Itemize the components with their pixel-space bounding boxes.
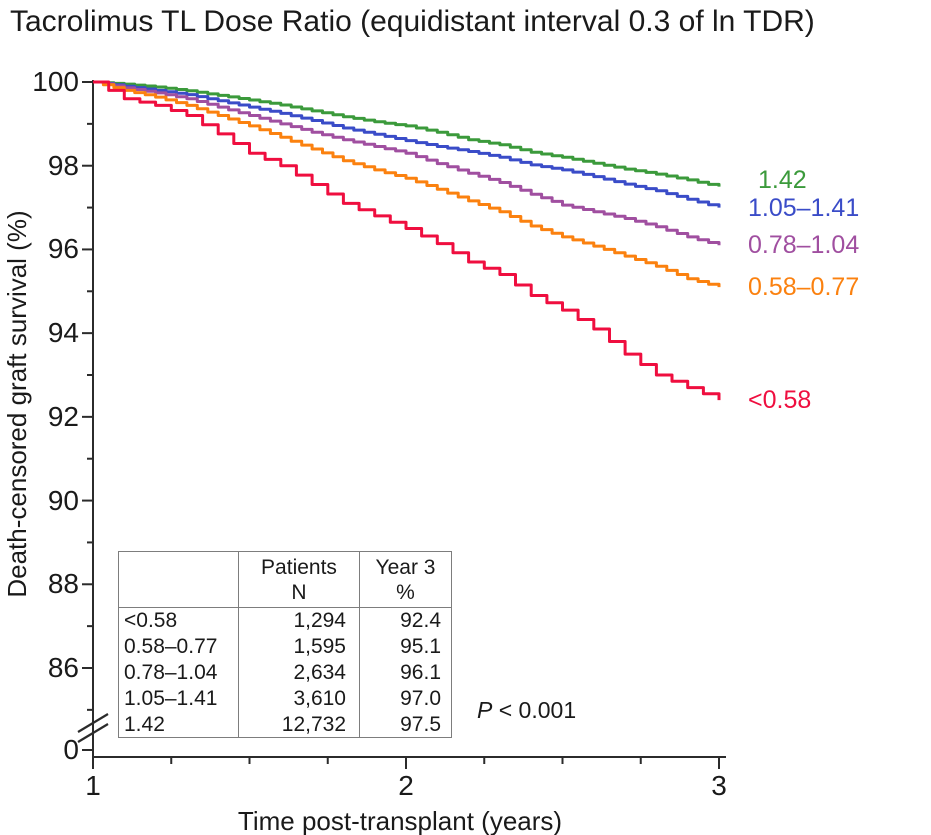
risk-table-header: Patients N: [238, 552, 359, 608]
risk-table-cell: 97.0: [359, 686, 451, 712]
legend-label-orange: 0.58–0.77: [748, 273, 860, 302]
legend-label-purple: 0.78–1.04: [748, 231, 860, 260]
survival-curve-blue: [93, 80, 721, 208]
x-tick-label: 1: [85, 770, 101, 801]
risk-table-cell: 96.1: [359, 660, 451, 686]
legend-label-blue: 1.05–1.41: [748, 193, 860, 222]
survival-curve-purple: [93, 80, 721, 246]
x-tick-label: 3: [711, 770, 727, 801]
survival-curve-green: [93, 80, 721, 187]
p-value: P < 0.001: [477, 697, 576, 724]
risk-table-cell: 12,732: [238, 712, 359, 738]
risk-table-cell: 95.1: [359, 634, 451, 660]
risk-table-cell: <0.58: [124, 609, 178, 632]
y-tick-label: 90: [47, 484, 79, 516]
axis-break-slash: [77, 713, 109, 733]
y-tick-label-zero: 0: [63, 734, 79, 765]
risk-table: Patients N Year 3% <0.58 1,294 92.4 0.58–0.77 1…: [118, 551, 452, 738]
x-axis-label: Time post-transplant (years): [237, 806, 563, 835]
y-tick-label: 96: [47, 233, 79, 265]
y-tick-label: 94: [47, 317, 79, 349]
risk-table-cell: 0.58–0.77: [124, 635, 218, 658]
chart-title: Tacrolimus TL Dose Ratio (equidistant in…: [10, 5, 815, 38]
risk-table-header: Year 3%: [359, 552, 451, 608]
y-tick-label: 100: [32, 66, 79, 97]
y-tick-label: 88: [47, 568, 79, 600]
risk-table-cell: 1.05–1.41: [124, 687, 218, 710]
risk-table-header: [119, 552, 238, 608]
p-value-symbol: P: [477, 697, 493, 723]
p-value-text: < 0.001: [492, 697, 577, 723]
y-tick-label: 98: [47, 149, 79, 181]
risk-table-cell: 3,610: [238, 686, 359, 712]
legend-label-red: <0.58: [748, 386, 812, 415]
risk-table-cell: 1,595: [238, 634, 359, 660]
axis-break-slash: [77, 723, 109, 743]
risk-table-cell: 92.4: [359, 608, 451, 634]
risk-table-cell: 97.5: [359, 712, 451, 738]
survival-curve-red: [93, 80, 721, 401]
risk-table-cell: 0.78–1.04: [124, 661, 218, 684]
risk-table-cell: 2,634: [238, 660, 359, 686]
survival-curve-orange: [93, 80, 721, 288]
risk-table-cell: 1,294: [238, 608, 359, 634]
legend-label-green: 1.42: [758, 165, 807, 194]
x-tick-label: 2: [398, 770, 414, 801]
y-tick-label: 86: [47, 651, 79, 683]
y-tick-label: 92: [47, 400, 79, 432]
risk-table-cell: 1.42: [124, 713, 165, 736]
